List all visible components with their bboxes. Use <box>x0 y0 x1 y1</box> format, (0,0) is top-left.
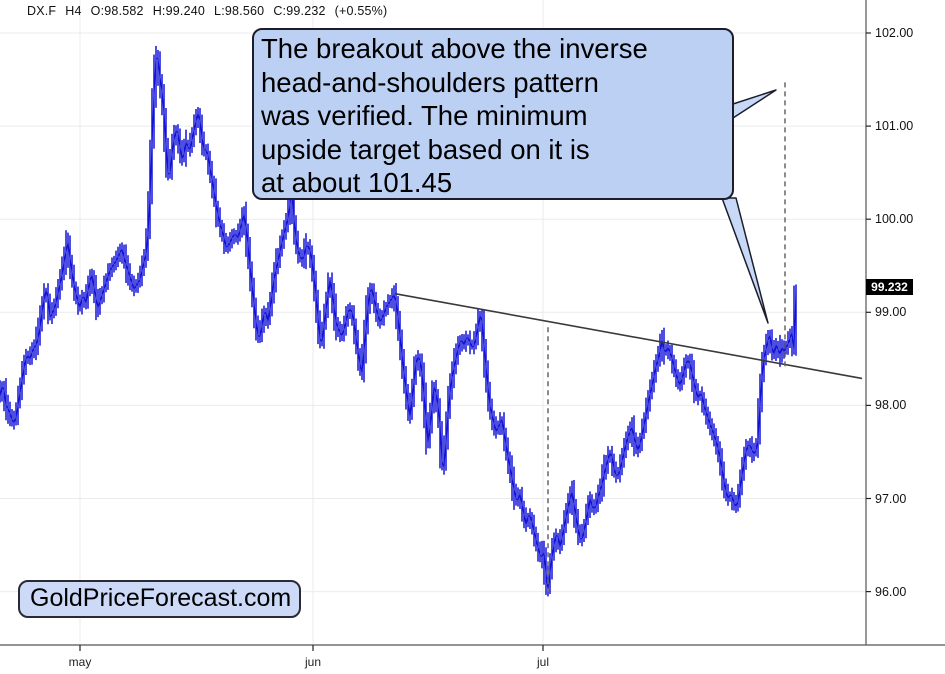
y-axis-label: 102.00 <box>875 26 914 40</box>
x-axis-label: may <box>68 655 92 669</box>
callout-pointer-to-breakout <box>721 197 769 324</box>
trendline <box>394 292 863 380</box>
price-connector-line <box>0 58 797 590</box>
high-value: H:99.240 <box>152 4 206 18</box>
annotation-callout: The breakout above the inverse head-and-… <box>252 28 734 200</box>
y-axis-label: 97.00 <box>875 491 907 506</box>
close-value: C:99.232 <box>273 4 326 18</box>
y-axis-label: 98.00 <box>875 398 907 413</box>
y-axis-label: 99.00 <box>875 305 907 320</box>
y-axis-label: 96.00 <box>875 584 907 599</box>
y-axis-label: 101.00 <box>875 119 914 134</box>
change-value: (+0.55%) <box>334 4 388 18</box>
y-axis-label: 100.00 <box>875 212 914 227</box>
ohlc-header: DX.F H4 O:98.582 H:99.240 L:98.560 C:99.… <box>27 4 387 18</box>
last-price-label: 99.232 <box>866 279 913 295</box>
open-value: O:98.582 <box>90 4 144 18</box>
low-value: L:98.560 <box>214 4 265 18</box>
symbol-label: DX.F <box>27 4 57 18</box>
x-axis-label: jun <box>304 655 322 669</box>
x-axis-label: jul <box>536 655 550 669</box>
callout-pointer-to-target <box>732 89 777 119</box>
watermark-badge: GoldPriceForecast.com <box>18 580 301 618</box>
timeframe-label: H4 <box>65 4 82 18</box>
